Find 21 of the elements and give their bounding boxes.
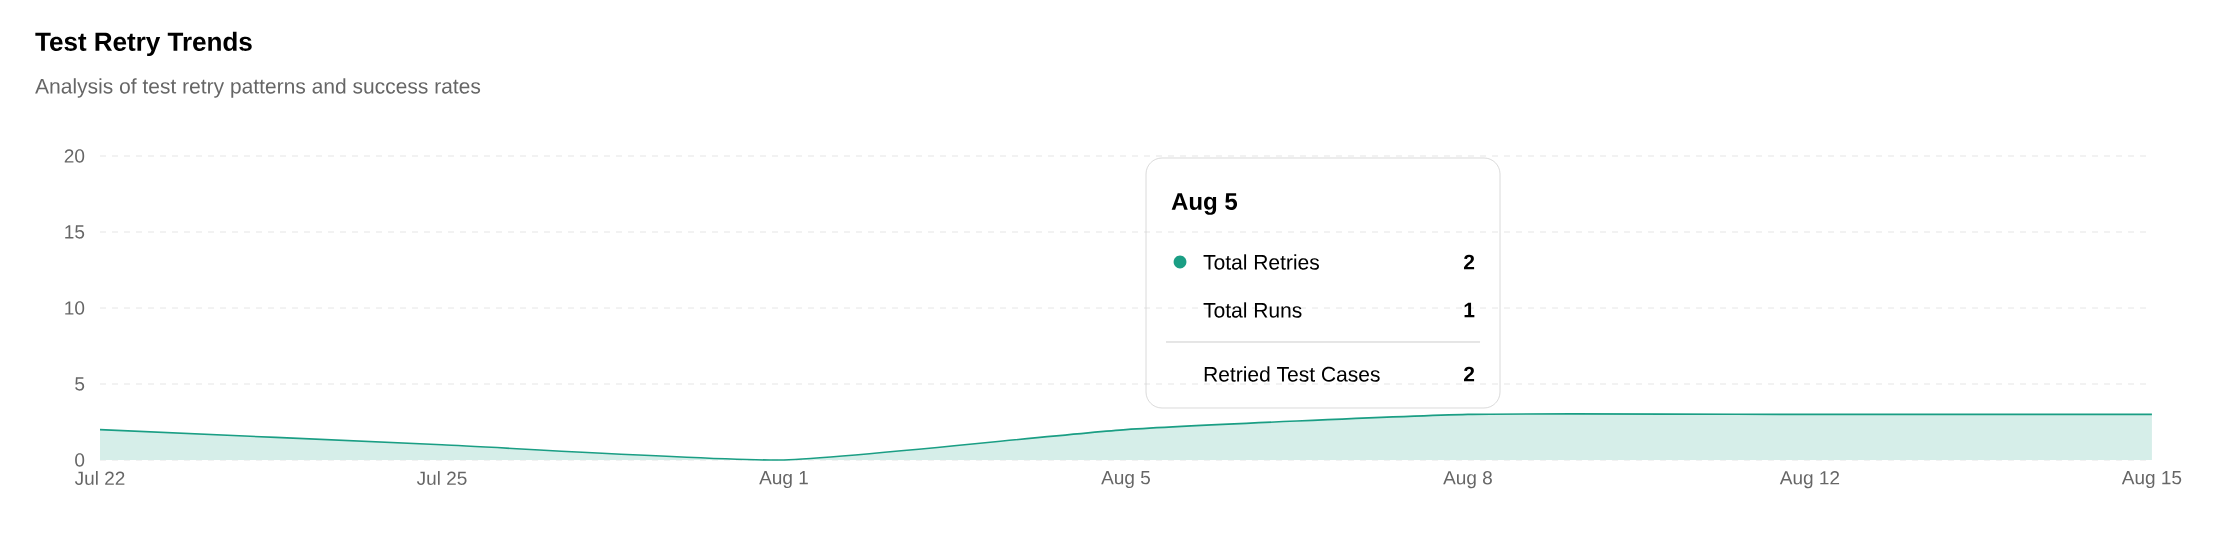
legend-label: Total Retries — [1203, 254, 1319, 270]
y-tick-label: 0 — [75, 453, 85, 467]
chart-title: Test Retry Trends — [35, 31, 252, 57]
y-tick-label: 20 — [64, 149, 85, 163]
x-tick-label: Aug 5 — [1101, 471, 1150, 489]
y-tick-label: 15 — [65, 225, 85, 239]
y-tick-label: 10 — [65, 301, 85, 315]
x-tick-label: Aug 15 — [2121, 471, 2182, 489]
x-tick-label: Aug 1 — [759, 471, 808, 489]
annotation: 2 — [1463, 366, 1475, 382]
x-tick-label: Aug 12 — [1779, 471, 1840, 489]
chart-subtitle: Analysis of test retry patterns and success rates — [35, 78, 481, 98]
annotation: Aug 5 — [1171, 193, 1238, 215]
y-tick-label: 5 — [75, 377, 85, 391]
x-tick-label: Jul 22 — [74, 471, 125, 486]
x-tick-label: Aug 8 — [1443, 471, 1492, 489]
annotation: 2 — [1463, 254, 1475, 270]
annotation: Total Runs — [1203, 302, 1302, 318]
x-tick-label: Jul 25 — [416, 471, 467, 486]
annotation: 1 — [1464, 302, 1475, 318]
annotation: Retried Test Cases — [1204, 366, 1380, 382]
